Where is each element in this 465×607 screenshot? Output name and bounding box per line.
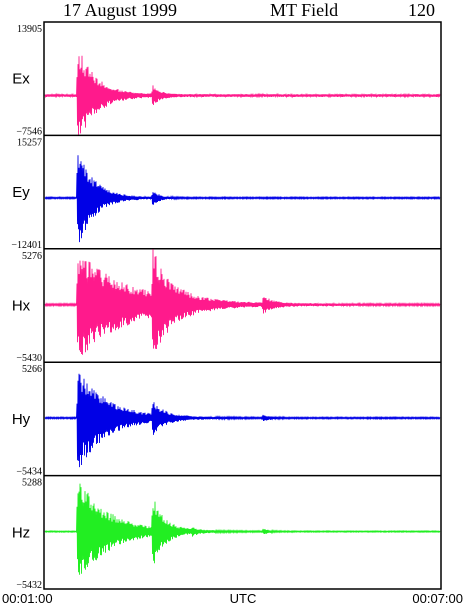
channel-label: Hz	[12, 524, 30, 541]
y-max-label: 5288	[22, 478, 42, 489]
y-max-label: 5266	[22, 364, 42, 375]
waveform-ey	[44, 155, 441, 243]
waveform-hx	[44, 249, 441, 355]
waveform-hz	[44, 483, 441, 575]
waveform-hy	[44, 373, 441, 468]
y-min-label: −12401	[11, 240, 42, 251]
y-min-label: −7546	[16, 126, 42, 137]
header-date: 17 August 1999	[63, 0, 177, 20]
x-tick-label-start: 00:01:00	[2, 591, 53, 606]
y-max-label: 15257	[17, 137, 42, 148]
channel-label: Ey	[12, 184, 30, 201]
y-max-label: 13905	[17, 24, 42, 35]
channel-label: Hy	[12, 411, 31, 428]
waveform-ex	[44, 55, 441, 135]
channel-label: Ex	[12, 71, 30, 88]
channel-panels: 13905 −7546 Ex 15257 −12401 Ey 5276 −5430 Hx 5266…	[11, 24, 441, 591]
plot-frame	[43, 21, 442, 590]
y-min-label: −5432	[16, 580, 42, 591]
y-max-label: 5276	[22, 251, 42, 262]
channel-label: Hx	[12, 298, 31, 315]
y-min-label: −5434	[16, 467, 42, 478]
y-min-label: −5430	[16, 353, 42, 364]
x-tick-label-end: 00:07:00	[412, 591, 463, 606]
header-title: MT Field	[270, 0, 338, 20]
header-number: 120	[408, 0, 435, 20]
x-axis-label: UTC	[230, 591, 257, 606]
